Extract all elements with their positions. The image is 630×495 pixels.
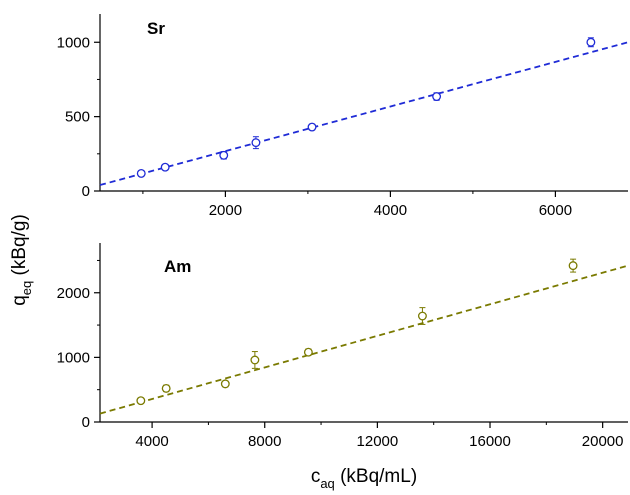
am-data-point: [161, 383, 171, 393]
sr-x-tick-label: 2000: [209, 202, 242, 219]
am-x-tick-label: 8000: [248, 433, 281, 450]
am-x-tick-label: 20000: [582, 433, 624, 450]
sr-data-point: [251, 138, 261, 148]
sr-data-point: [586, 37, 596, 47]
sr-y-tick-label: 1000: [57, 34, 90, 51]
panel-sr: 2000 4000 6000 0 500 1000 Sr: [57, 14, 629, 219]
am-y-tick-label: 0: [82, 414, 90, 431]
am-x-tick-label: 4000: [135, 433, 168, 450]
panel-am: 4000 8000 12000 16000 20000 0 1000 2000 Am: [57, 243, 629, 450]
sr-fit-line: [99, 41, 629, 186]
am-data-point: [136, 396, 146, 406]
am-data-point: [568, 261, 578, 271]
x-axis-label: caq (kBq/mL): [311, 466, 417, 491]
am-data-point: [417, 311, 427, 321]
am-y-tick-label: 2000: [57, 285, 90, 302]
sr-data-point: [136, 168, 146, 178]
am-x-tick-label: 12000: [357, 433, 399, 450]
am-data-point: [250, 355, 260, 365]
am-data-point: [303, 347, 313, 357]
am-x-tick-label: 16000: [469, 433, 511, 450]
am-panel-label: Am: [164, 257, 191, 276]
am-y-tick-label: 1000: [57, 349, 90, 366]
am-plot-area: 4000 8000 12000 16000 20000 0 1000 2000: [57, 243, 629, 450]
sr-y-tick-label: 500: [65, 109, 90, 126]
am-fit-line: [99, 264, 629, 415]
sr-data-point: [219, 150, 229, 160]
am-data-point: [220, 379, 230, 389]
sr-y-tick-label: 0: [82, 183, 90, 200]
sr-data-point: [307, 122, 317, 132]
sr-plot-area: 2000 4000 6000 0 500 1000: [57, 14, 629, 219]
y-axis-label: qeq (kBq/g): [9, 214, 34, 306]
sr-panel-label: Sr: [147, 19, 165, 38]
sr-x-tick-label: 4000: [374, 202, 407, 219]
sr-data-point: [160, 162, 170, 172]
sr-x-tick-label: 6000: [539, 202, 572, 219]
sr-data-point: [432, 92, 442, 102]
